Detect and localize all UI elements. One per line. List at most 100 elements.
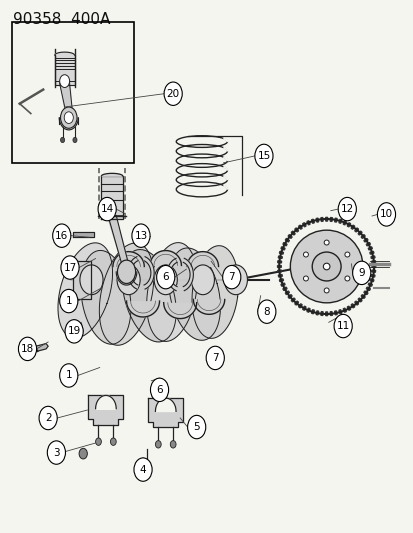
Polygon shape xyxy=(302,223,305,227)
Polygon shape xyxy=(320,217,322,221)
Polygon shape xyxy=(55,52,74,55)
Circle shape xyxy=(47,441,65,464)
Polygon shape xyxy=(291,298,294,302)
Text: 20: 20 xyxy=(166,88,179,99)
Polygon shape xyxy=(128,257,138,289)
Polygon shape xyxy=(150,251,181,265)
Text: 4: 4 xyxy=(140,465,146,474)
Ellipse shape xyxy=(290,230,362,303)
Circle shape xyxy=(59,289,78,313)
Polygon shape xyxy=(347,223,350,227)
Polygon shape xyxy=(325,217,327,221)
Polygon shape xyxy=(302,306,305,310)
Polygon shape xyxy=(367,247,371,250)
Polygon shape xyxy=(144,257,154,289)
Circle shape xyxy=(257,300,275,324)
Polygon shape xyxy=(193,300,224,314)
Polygon shape xyxy=(371,261,375,263)
Text: 7: 7 xyxy=(228,272,235,282)
Ellipse shape xyxy=(303,252,308,257)
Polygon shape xyxy=(36,344,48,352)
Polygon shape xyxy=(306,221,309,225)
Polygon shape xyxy=(101,173,123,176)
Circle shape xyxy=(59,364,78,387)
Polygon shape xyxy=(360,235,364,238)
Text: 18: 18 xyxy=(21,344,34,354)
Polygon shape xyxy=(277,265,280,268)
Polygon shape xyxy=(366,287,370,290)
Polygon shape xyxy=(192,246,238,338)
Polygon shape xyxy=(338,310,341,314)
Polygon shape xyxy=(287,235,292,238)
Circle shape xyxy=(154,265,177,295)
Polygon shape xyxy=(316,311,318,315)
Polygon shape xyxy=(298,304,301,308)
Polygon shape xyxy=(95,395,116,409)
Polygon shape xyxy=(306,308,309,312)
Polygon shape xyxy=(169,248,220,341)
Polygon shape xyxy=(163,303,196,319)
Polygon shape xyxy=(367,283,371,286)
Text: 13: 13 xyxy=(134,231,147,241)
Circle shape xyxy=(224,265,247,295)
Polygon shape xyxy=(55,55,74,85)
Circle shape xyxy=(60,107,77,128)
Text: 15: 15 xyxy=(257,151,270,161)
Text: 90358  400A: 90358 400A xyxy=(13,12,110,27)
Polygon shape xyxy=(146,243,197,342)
Polygon shape xyxy=(294,228,298,232)
Circle shape xyxy=(95,438,101,446)
Polygon shape xyxy=(116,272,137,285)
Polygon shape xyxy=(148,398,183,427)
Text: 9: 9 xyxy=(358,268,364,278)
Circle shape xyxy=(191,265,214,295)
Text: 6: 6 xyxy=(162,272,169,282)
Polygon shape xyxy=(366,243,370,246)
Polygon shape xyxy=(342,308,346,312)
Polygon shape xyxy=(311,310,313,314)
Polygon shape xyxy=(59,81,72,112)
Polygon shape xyxy=(73,261,91,299)
Polygon shape xyxy=(99,243,153,345)
Polygon shape xyxy=(369,252,373,254)
Circle shape xyxy=(254,144,272,167)
Circle shape xyxy=(156,265,174,289)
Polygon shape xyxy=(280,247,285,250)
Polygon shape xyxy=(113,252,144,266)
Text: 3: 3 xyxy=(53,448,59,457)
Polygon shape xyxy=(338,219,341,223)
Circle shape xyxy=(132,224,150,247)
Polygon shape xyxy=(81,251,131,344)
Polygon shape xyxy=(101,176,123,219)
Text: 17: 17 xyxy=(63,263,76,272)
Polygon shape xyxy=(294,301,298,305)
Polygon shape xyxy=(354,301,358,305)
Polygon shape xyxy=(354,228,358,232)
Circle shape xyxy=(61,256,79,279)
Polygon shape xyxy=(357,231,361,235)
Polygon shape xyxy=(187,252,218,266)
Polygon shape xyxy=(278,256,282,259)
Circle shape xyxy=(65,320,83,343)
Polygon shape xyxy=(334,218,336,222)
Polygon shape xyxy=(277,270,281,272)
Circle shape xyxy=(60,138,64,143)
Polygon shape xyxy=(330,312,332,316)
Text: 19: 19 xyxy=(67,326,81,336)
Circle shape xyxy=(52,224,71,247)
Text: 1: 1 xyxy=(65,370,72,381)
Polygon shape xyxy=(280,283,285,286)
Polygon shape xyxy=(277,261,281,263)
Ellipse shape xyxy=(303,276,308,281)
Ellipse shape xyxy=(344,252,349,257)
Polygon shape xyxy=(370,256,374,259)
Polygon shape xyxy=(330,217,332,221)
Polygon shape xyxy=(279,279,283,281)
Ellipse shape xyxy=(323,263,329,270)
Circle shape xyxy=(59,75,69,87)
Ellipse shape xyxy=(323,240,328,245)
Text: 7: 7 xyxy=(211,353,218,363)
Circle shape xyxy=(377,203,394,226)
Polygon shape xyxy=(342,221,346,225)
Polygon shape xyxy=(320,312,322,316)
